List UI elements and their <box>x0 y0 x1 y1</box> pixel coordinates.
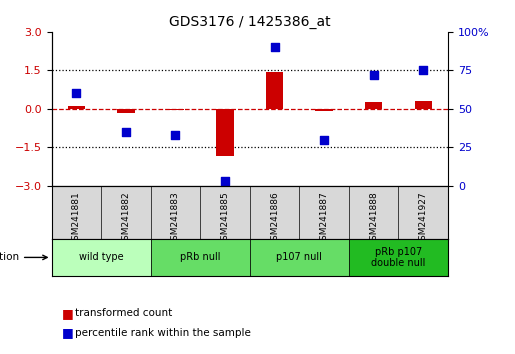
Title: GDS3176 / 1425386_at: GDS3176 / 1425386_at <box>169 16 331 29</box>
Text: genotype/variation: genotype/variation <box>0 252 19 262</box>
Bar <box>266 72 283 109</box>
Text: GSM241887: GSM241887 <box>320 191 329 246</box>
Bar <box>150 239 250 276</box>
Text: wild type: wild type <box>79 252 124 262</box>
Bar <box>250 239 349 276</box>
Bar <box>167 109 184 110</box>
Bar <box>216 109 234 156</box>
Text: percentile rank within the sample: percentile rank within the sample <box>75 328 251 338</box>
Bar <box>365 102 382 109</box>
Point <box>72 91 80 96</box>
Text: ■: ■ <box>62 307 74 320</box>
Bar <box>52 239 150 276</box>
Text: pRb p107
double null: pRb p107 double null <box>371 247 426 268</box>
Text: GSM241881: GSM241881 <box>72 191 81 246</box>
Bar <box>349 239 448 276</box>
Text: ■: ■ <box>62 326 74 339</box>
Text: GSM241885: GSM241885 <box>220 191 230 246</box>
Point <box>370 72 378 78</box>
Point <box>270 45 279 50</box>
Text: GSM241883: GSM241883 <box>171 191 180 246</box>
Point <box>419 68 427 73</box>
Text: GSM241927: GSM241927 <box>419 191 428 246</box>
Text: GSM241882: GSM241882 <box>122 191 130 246</box>
Point <box>320 137 328 143</box>
Text: p107 null: p107 null <box>277 252 322 262</box>
Bar <box>415 101 432 109</box>
Point <box>171 132 180 138</box>
Text: GSM241886: GSM241886 <box>270 191 279 246</box>
Text: GSM241888: GSM241888 <box>369 191 378 246</box>
Point <box>122 129 130 135</box>
Bar <box>117 109 134 113</box>
Point <box>221 178 229 184</box>
Bar <box>316 109 333 112</box>
Bar <box>67 106 85 109</box>
Text: pRb null: pRb null <box>180 252 220 262</box>
Text: transformed count: transformed count <box>75 308 172 318</box>
